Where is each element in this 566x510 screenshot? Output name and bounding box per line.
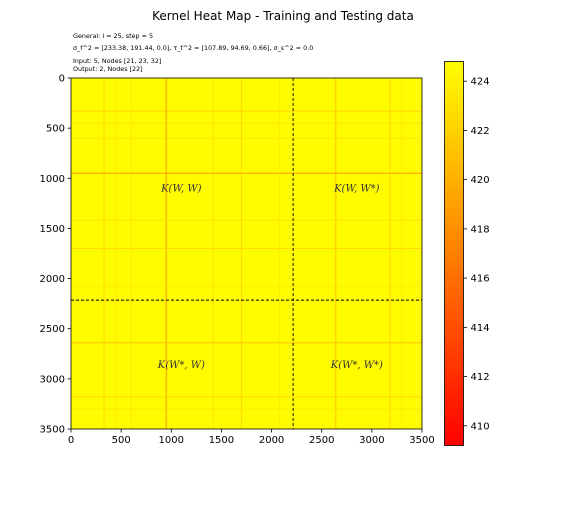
quadrant-label: K(W*, W) [157, 360, 205, 371]
x-tick-label: 1500 [209, 435, 234, 446]
x-tick-label: 2000 [259, 435, 284, 446]
x-tick-label: 0 [68, 435, 74, 446]
quadrant-label: K(W*, W*) [330, 360, 383, 371]
info-line-input: Input: 5, Nodes [21, 23, 32] [73, 57, 162, 65]
quadrant-label: K(W, W*) [333, 183, 380, 194]
heatmap-row-stripe [71, 286, 422, 287]
heatmap-row-stripe [71, 408, 422, 410]
heatmap-column-stripe [401, 78, 403, 429]
heatmap-row-stripe [71, 396, 422, 398]
plot-frame [70, 77, 423, 430]
info-line-variances: σ_f^2 = [233.38, 191.44, 0.0], τ_f^2 = [… [73, 44, 314, 52]
colorbar-tick-label: 420 [471, 175, 490, 186]
x-tick-label: 500 [112, 435, 131, 446]
x-tick-label: 1000 [159, 435, 184, 446]
heatmap-column-stripe [389, 78, 391, 429]
x-tick-label: 2500 [309, 435, 334, 446]
heatmap-row-stripe [71, 122, 422, 124]
quadrant-label: K(W, W) [160, 183, 202, 194]
info-line-output: Output: 2, Nodes [22] [73, 65, 143, 73]
heatmap-column-stripe [279, 78, 280, 429]
heatmap-row-stripe [71, 219, 422, 221]
heatmap-column-stripe [165, 78, 167, 429]
heatmap-row-stripe [71, 247, 422, 249]
colorbar-tick-label: 422 [471, 126, 490, 137]
chart-title: Kernel Heat Map - Training and Testing d… [152, 9, 414, 23]
heatmap-column-stripe [335, 78, 337, 429]
colorbar-tick-label: 414 [471, 323, 490, 334]
colorbar-tick-label: 410 [471, 421, 490, 432]
colorbar [444, 61, 464, 446]
colorbar-tick-label: 416 [471, 274, 490, 285]
y-tick-label: 2500 [40, 324, 65, 335]
heatmap-row-stripe [71, 172, 422, 174]
info-line-general: General: l = 25, step = 5 [73, 32, 154, 40]
heatmap-background [71, 78, 422, 429]
y-tick-label: 3000 [40, 374, 65, 385]
y-tick-label: 0 [59, 74, 65, 85]
y-tick-label: 1000 [40, 174, 65, 185]
y-tick-label: 500 [46, 124, 65, 135]
heatmap-column-stripe [130, 78, 132, 429]
x-tick-label: 3500 [409, 435, 434, 446]
colorbar-tick-label: 418 [471, 224, 490, 235]
heatmap-row-stripe [71, 137, 422, 139]
colorbar-tick-label: 412 [471, 372, 490, 383]
heatmap-row-stripe [71, 110, 422, 112]
colorbar-tick-label: 424 [471, 77, 490, 88]
heatmap-column-stripe [240, 78, 242, 429]
x-tick-label: 3000 [359, 435, 384, 446]
heatmap-column-stripe [103, 78, 105, 429]
heatmap-column-stripe [115, 78, 117, 429]
y-tick-label: 1500 [40, 224, 65, 235]
y-tick-label: 2000 [40, 274, 65, 285]
heatmap-column-stripe [212, 78, 214, 429]
y-tick-label: 3500 [40, 425, 65, 436]
heatmap-row-stripe [71, 342, 422, 344]
heatmap-cells [71, 78, 422, 429]
